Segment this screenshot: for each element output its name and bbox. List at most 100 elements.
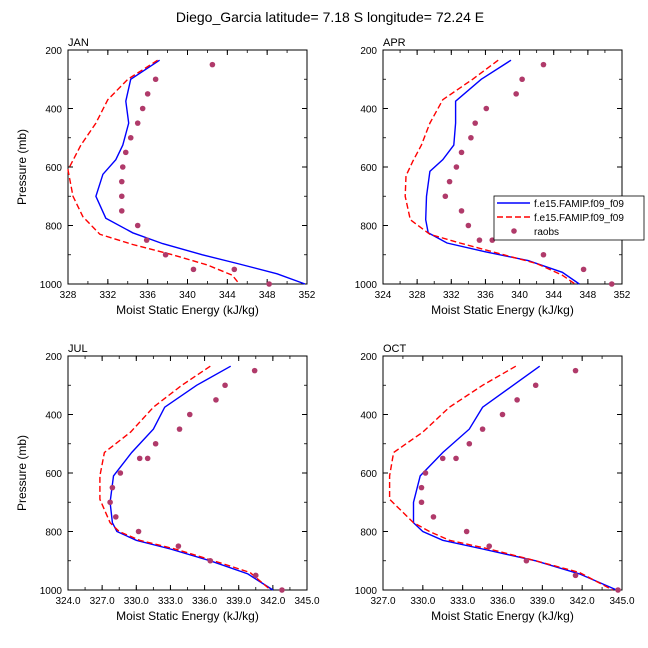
raob-point [476,237,483,243]
series-line-solid [424,59,580,285]
raob-point [186,411,193,418]
plot-frame [382,49,623,285]
raob-point [252,572,259,579]
raob-point [453,455,459,462]
raob-point [109,484,116,491]
raob-point [209,61,216,68]
raob-point [514,397,520,403]
raob-point [446,178,453,185]
raob-point [458,149,465,156]
y-tick-label: 200 [360,46,377,57]
raob-point [422,470,429,476]
raob-point [136,455,143,462]
raob-point [439,455,446,462]
series-line-dashed [388,365,614,591]
raob-point [486,543,493,549]
x-axis-label: Moist Static Energy (kJ/kg) [116,303,259,317]
raob-point [118,178,125,185]
panel-title: OCT [383,343,407,355]
raob-point [499,411,506,418]
x-axis-label: Moist Static Energy (kJ/kg) [116,609,259,623]
raob-point [143,237,150,243]
y-tick-label: 400 [360,411,377,422]
raob-point [117,470,124,476]
x-tick-label: 345.0 [609,596,634,607]
raob-point [107,499,113,506]
y-tick-label: 400 [360,105,377,116]
y-tick-label: 800 [45,528,62,539]
raob-point [118,193,125,200]
raob-point [615,587,621,593]
raob-point [176,426,183,432]
y-tick-label: 600 [45,469,62,480]
raob-point [134,120,141,126]
raob-point [222,382,228,389]
raob-point [118,208,125,214]
legend-label: raobs [534,227,559,238]
chart-panel-apr: APR 324 328 332 336 340 344 348 352 200 400 600 800 1… [355,37,631,317]
x-tick-label: 348 [580,290,597,301]
y-tick-label: 800 [45,222,62,233]
x-tick-label: 333.0 [450,596,475,607]
series-line-dashed [67,59,240,285]
raob-point [532,382,539,389]
raob-point [122,149,129,156]
raob-point [465,222,472,229]
y-tick-label: 200 [360,352,377,363]
y-tick-label: 1000 [355,280,378,291]
raob-point [418,484,425,491]
legend-marker-raobs [511,228,517,234]
raob-point [144,91,151,97]
raob-point [119,164,126,170]
x-axis-label: Moist Static Energy (kJ/kg) [431,609,574,623]
y-axis-label: Pressure (mb) [15,435,29,511]
y-tick-label: 600 [45,163,62,174]
raob-point [608,281,615,287]
raob-point [213,397,219,403]
series-line-solid [109,365,274,591]
x-tick-label: 324 [375,290,392,301]
raob-point [430,514,437,520]
raob-point [580,266,587,273]
y-tick-label: 200 [45,46,62,57]
raob-point [152,76,159,83]
x-tick-label: 344 [219,290,236,301]
y-tick-label: 600 [360,163,377,174]
y-axis-label: Pressure (mb) [15,129,29,205]
series-line-dashed [404,59,576,285]
x-tick-label: 336.0 [192,596,217,607]
legend: f.e15.FAMIP.f09_f09 f.e15.FAMIP.f09_f09ra… [493,195,645,241]
legend-label: f.e15.FAMIP.f09_f09 [534,199,624,210]
x-tick-label: 328 [60,290,77,301]
raob-point [572,572,579,579]
x-tick-label: 352 [614,290,631,301]
x-tick-label: 330.0 [124,596,149,607]
raob-point [463,528,470,535]
raob-point [453,164,460,170]
x-tick-label: 342.0 [570,596,595,607]
x-tick-label: 328 [409,290,426,301]
x-tick-label: 342.0 [260,596,285,607]
raob-point [127,134,134,141]
raob-point [134,222,141,229]
raob-point [442,193,449,200]
raob-point [207,557,214,564]
raob-point [513,91,519,97]
x-tick-label: 340 [511,290,528,301]
x-tick-label: 344 [545,290,562,301]
x-tick-label: 352 [299,290,316,301]
raob-point [483,105,490,112]
raob-point [519,76,525,83]
chart-panel-jul: JUL 324.0 327.0 330.0 333.0 336.0 339.0 342.0 34… [15,343,320,623]
figure-title: Diego_Garcia latitude= 7.18 S longitude=… [176,9,484,25]
raob-point [113,514,119,520]
raob-point [135,528,142,535]
raob-point [139,105,146,112]
x-tick-label: 339.0 [530,596,555,607]
x-axis-label: Moist Static Energy (kJ/kg) [431,303,574,317]
raob-point [144,455,151,462]
x-tick-label: 336 [477,290,494,301]
x-tick-label: 332 [99,290,116,301]
x-tick-label: 340 [179,290,196,301]
raob-point [266,281,272,287]
